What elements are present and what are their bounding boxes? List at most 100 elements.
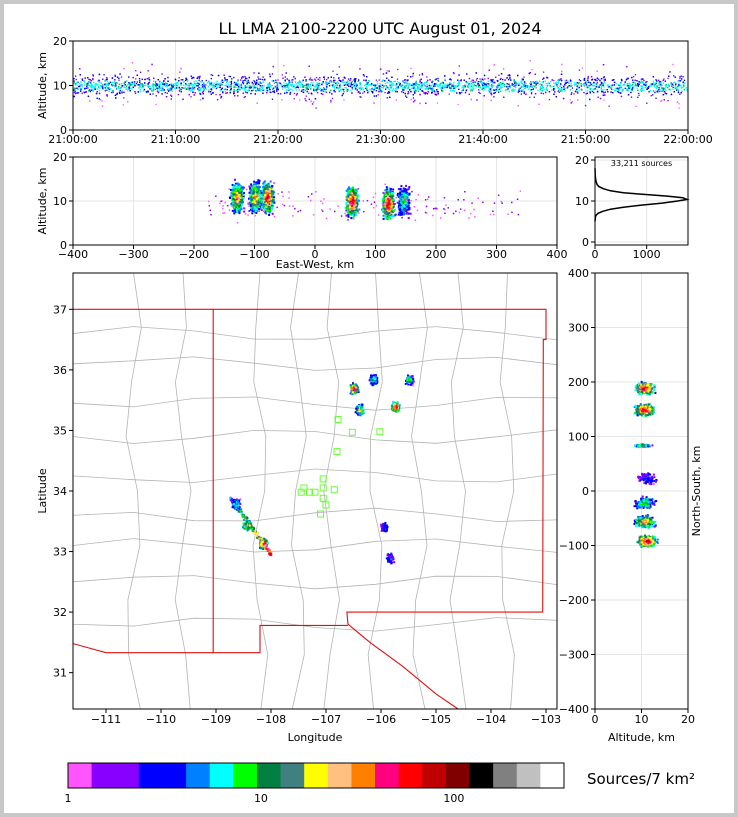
source-dot — [514, 82, 516, 85]
source-dot — [500, 87, 502, 90]
source-dot — [152, 85, 154, 87]
source-dot — [495, 90, 497, 92]
source-dot — [98, 98, 100, 100]
source-dot — [252, 85, 254, 87]
source-dot — [470, 98, 472, 101]
source-dot — [470, 90, 472, 92]
source-dot — [611, 86, 613, 88]
source-dot — [489, 89, 492, 91]
source-dot — [534, 93, 537, 95]
source-dot — [288, 89, 290, 91]
source-dot — [516, 82, 519, 84]
source-dot — [602, 91, 604, 93]
source-dot — [243, 90, 245, 92]
source-dot — [568, 85, 570, 87]
source-dot — [374, 84, 377, 86]
source-dot — [302, 86, 304, 88]
time-height-sources — [73, 60, 688, 109]
source-dot — [483, 95, 485, 97]
source-dot — [661, 80, 663, 83]
source-dot — [618, 87, 620, 89]
source-dot — [302, 85, 304, 87]
source-dot — [458, 74, 460, 76]
source-dot — [587, 76, 589, 78]
source-dot — [302, 89, 304, 91]
source-dot — [569, 79, 572, 81]
source-dot — [468, 93, 470, 95]
source-dot — [128, 83, 131, 85]
source-dot — [405, 95, 407, 97]
source-dot — [305, 79, 307, 81]
source-dot — [405, 81, 407, 83]
source-dot — [300, 81, 302, 83]
source-dot — [464, 92, 467, 94]
source-dot — [233, 90, 235, 92]
source-dot — [79, 87, 81, 89]
source-dot — [236, 86, 238, 88]
source-dot — [302, 84, 304, 86]
source-dot — [686, 89, 688, 91]
source-dot — [389, 84, 391, 86]
source-dot — [294, 81, 297, 83]
source-dot — [260, 82, 262, 84]
source-dot — [450, 79, 452, 81]
source-dot — [678, 79, 680, 82]
source-dot — [320, 90, 322, 92]
source-dot — [482, 79, 484, 81]
source-dot — [602, 77, 605, 79]
source-dot — [105, 85, 107, 88]
source-dot — [344, 77, 346, 79]
source-dot — [559, 79, 561, 81]
source-dot — [255, 90, 257, 92]
source-dot — [455, 85, 457, 87]
source-dot — [87, 87, 89, 89]
source-dot — [493, 81, 496, 84]
source-dot — [632, 81, 634, 84]
source-dot — [576, 90, 578, 92]
source-dot — [683, 84, 685, 86]
source-dot — [589, 82, 592, 84]
source-dot — [74, 92, 77, 95]
source-dot — [593, 88, 595, 90]
source-dot — [463, 79, 465, 81]
source-dot — [190, 82, 192, 85]
source-dot — [169, 87, 172, 89]
source-dot — [640, 89, 642, 92]
source-dot — [170, 84, 172, 86]
source-dot — [523, 85, 525, 87]
source-dot — [642, 87, 644, 89]
source-dot — [442, 86, 444, 88]
source-dot — [104, 90, 106, 92]
source-dot — [96, 88, 99, 90]
source-dot — [545, 83, 547, 85]
source-dot — [93, 85, 95, 88]
source-dot — [275, 79, 277, 81]
source-dot — [591, 90, 594, 93]
source-dot — [290, 85, 293, 87]
source-dot — [347, 78, 350, 80]
source-dot — [333, 81, 335, 83]
source-dot — [566, 87, 569, 89]
source-dot — [210, 78, 212, 80]
source-dot — [480, 81, 483, 83]
source-dot — [128, 86, 130, 88]
source-dot — [685, 87, 687, 89]
source-dot — [101, 105, 104, 107]
source-dot — [593, 85, 595, 87]
source-dot — [150, 87, 152, 90]
source-dot — [669, 89, 672, 91]
source-dot — [509, 86, 511, 88]
source-dot — [491, 80, 493, 82]
source-dot — [665, 86, 667, 89]
source-dot — [356, 82, 358, 85]
source-dot — [586, 86, 589, 88]
source-dot — [467, 85, 469, 88]
source-dot — [646, 81, 648, 83]
source-dot — [164, 92, 166, 94]
source-dot — [487, 85, 489, 87]
source-dot — [533, 82, 535, 84]
source-dot — [152, 83, 155, 85]
source-dot — [269, 73, 271, 75]
source-dot — [576, 82, 578, 84]
source-dot — [319, 87, 322, 89]
